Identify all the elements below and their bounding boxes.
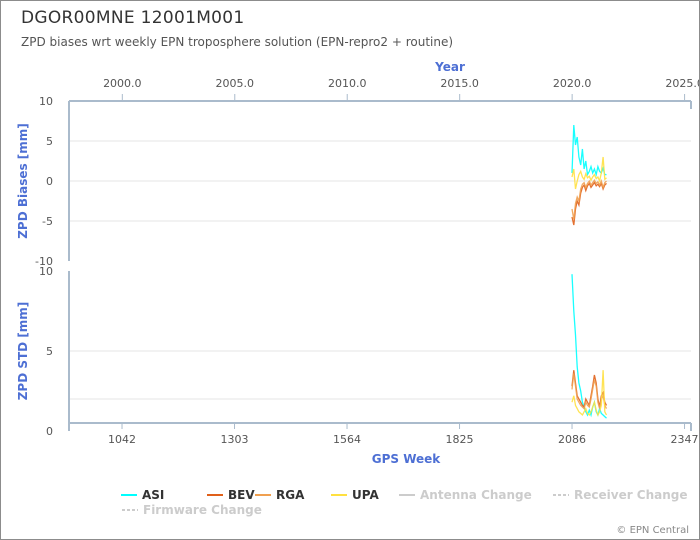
- y-tick-label-std: 0: [46, 425, 53, 438]
- legend-item-label[interactable]: UPA: [352, 488, 379, 502]
- legend-item-label[interactable]: Firmware Change: [143, 503, 262, 517]
- y-tick-label-std: 5: [46, 345, 53, 358]
- year-tick-label: 2005.0: [216, 77, 255, 90]
- y-tick-label-std: 10: [39, 265, 53, 278]
- y-axis-title-std: ZPD STD [mm]: [16, 302, 30, 401]
- x-tick-label: 2347: [671, 433, 699, 446]
- y-tick-label-biases: 5: [46, 135, 53, 148]
- top-axis-title: Year: [434, 60, 465, 74]
- credit-text: © EPN Central: [616, 525, 689, 536]
- series-line-asi-std: [571, 274, 607, 419]
- legend-item-label[interactable]: Antenna Change: [420, 488, 532, 502]
- year-tick-label: 2020.0: [553, 77, 592, 90]
- series-line-rga-std: [571, 373, 608, 410]
- x-tick-label: 1825: [446, 433, 474, 446]
- y-axis-title-biases: ZPD Biases [mm]: [16, 123, 30, 239]
- series-line-rga-biases: [571, 178, 607, 220]
- year-tick-label: 2025.0: [665, 77, 699, 90]
- year-tick-label: 2000.0: [103, 77, 142, 90]
- series-line-upa-biases: [571, 156, 607, 190]
- year-tick-label: 2010.0: [328, 77, 367, 90]
- chart-subtitle: ZPD biases wrt weekly EPN troposphere so…: [21, 35, 454, 49]
- legend-item-label[interactable]: BEV: [228, 488, 255, 502]
- legend-item-label[interactable]: Receiver Change: [574, 488, 688, 502]
- x-tick-label: 1564: [333, 433, 361, 446]
- y-tick-label-biases: 0: [46, 175, 53, 188]
- series-line-bev-biases: [571, 181, 607, 226]
- x-tick-label: 1042: [108, 433, 136, 446]
- x-tick-label: 1303: [221, 433, 249, 446]
- x-tick-label: 2086: [558, 433, 586, 446]
- year-tick-label: 2015.0: [440, 77, 479, 90]
- chart-title: DGOR00MNE 12001M001: [21, 8, 245, 28]
- y-tick-label-biases: -5: [42, 215, 53, 228]
- y-tick-label-biases: 10: [39, 95, 53, 108]
- x-axis-title: GPS Week: [372, 452, 442, 466]
- y-tick-label-biases: -10: [35, 255, 53, 268]
- series-line-upa-std: [571, 370, 608, 417]
- legend-item-label[interactable]: ASI: [142, 488, 164, 502]
- legend-item-label[interactable]: RGA: [276, 488, 305, 502]
